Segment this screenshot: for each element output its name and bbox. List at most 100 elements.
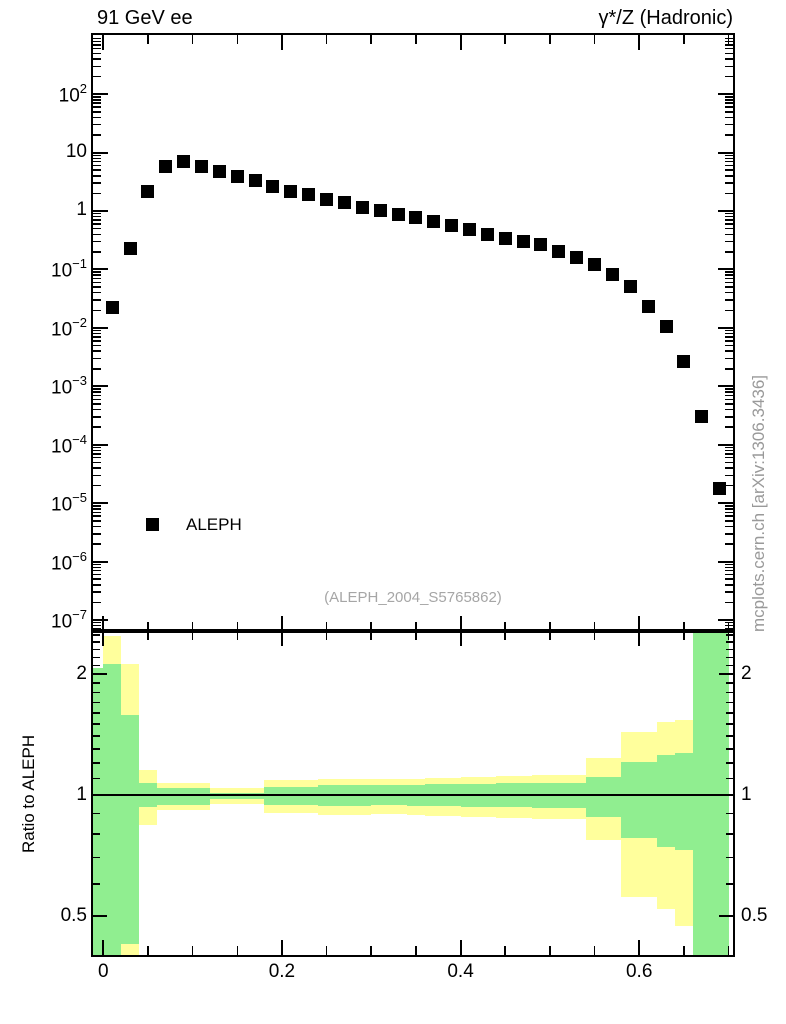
- data-point-marker: [177, 155, 191, 169]
- y-tick: [725, 227, 733, 230]
- y-tick: [725, 449, 733, 452]
- data-point-marker: [320, 192, 334, 206]
- y-tick: [725, 37, 733, 40]
- data-point-marker: [230, 170, 244, 183]
- y-tick: [725, 164, 733, 167]
- y-tick: [725, 416, 733, 418]
- y-tick: [725, 563, 733, 566]
- y-tick: [725, 96, 733, 98]
- y-tick: [93, 856, 100, 859]
- y-tick: [93, 116, 101, 119]
- data-point-marker: [284, 184, 298, 198]
- y-tick: [93, 398, 101, 401]
- y-tick: [93, 309, 101, 312]
- band-green-segment: [246, 793, 265, 800]
- ratio-y-axis-title: Ratio to ALEPH: [19, 734, 38, 853]
- y-tick: [93, 619, 108, 622]
- x-tick: [280, 631, 283, 646]
- y-tick: [93, 915, 107, 918]
- data-point-marker: [427, 215, 441, 229]
- data-point-marker: [123, 241, 137, 255]
- y-tick: [93, 394, 101, 397]
- x-tick: [102, 616, 105, 631]
- y-tick: [93, 344, 101, 347]
- x-tick: [147, 622, 149, 631]
- analysis-watermark: (ALEPH_2004_S5765862): [324, 589, 502, 606]
- y-tick: [93, 227, 101, 230]
- ratio-axis-label-right: 0.5: [741, 905, 768, 927]
- band-green-segment: [639, 762, 658, 838]
- y-tick: [725, 474, 733, 477]
- y-tick: [725, 219, 733, 221]
- band-green-segment: [692, 631, 729, 955]
- y-tick: [93, 329, 101, 332]
- y-tick: [93, 212, 101, 215]
- y-tick: [726, 664, 733, 667]
- data-point-marker: [462, 222, 476, 236]
- y-tick: [725, 116, 733, 119]
- y-tick: [93, 357, 101, 360]
- y-tick: [93, 233, 101, 236]
- y-tick: [93, 134, 101, 136]
- y-axis-label: 102: [58, 81, 87, 107]
- y-tick: [725, 40, 733, 43]
- data-point-marker: [212, 165, 226, 179]
- x-tick: [683, 35, 685, 44]
- x-tick: [727, 946, 730, 955]
- y-tick: [93, 403, 101, 405]
- y-tick: [726, 812, 733, 815]
- y-tick: [725, 271, 733, 273]
- y-tick: [725, 223, 733, 225]
- y-tick: [93, 584, 101, 586]
- y-tick: [93, 723, 100, 725]
- y-tick: [93, 326, 108, 329]
- y-tick: [93, 271, 101, 273]
- y-axis-label: 10−6: [51, 548, 87, 574]
- y-tick: [93, 251, 101, 253]
- y-tick: [93, 578, 101, 580]
- data-point-marker: [552, 244, 566, 258]
- x-tick: [325, 35, 328, 44]
- y-tick: [725, 533, 733, 535]
- y-tick: [93, 621, 101, 624]
- y-tick: [93, 274, 101, 276]
- y-tick: [93, 175, 101, 177]
- x-tick: [236, 35, 238, 44]
- y-tick: [93, 182, 101, 184]
- legend-marker-square: [146, 518, 159, 531]
- y-tick: [718, 210, 733, 213]
- y-tick: [718, 443, 733, 446]
- y-tick: [725, 453, 733, 455]
- y-tick: [93, 573, 101, 576]
- ratio-axis-label-left: 1: [76, 784, 87, 805]
- y-tick: [93, 99, 101, 101]
- y-axis-label: 10−3: [51, 373, 87, 399]
- ratio-axis-label-left: 0.5: [60, 905, 87, 927]
- y-tick: [93, 408, 101, 411]
- y-tick: [93, 682, 100, 684]
- x-tick: [280, 940, 283, 955]
- y-tick: [725, 277, 733, 280]
- x-tick: [638, 940, 641, 955]
- ratio-axis-label-left: 2: [76, 662, 87, 684]
- band-green-segment: [121, 715, 139, 945]
- y-tick: [725, 291, 733, 294]
- band-green-segment: [228, 793, 247, 800]
- x-tick: [593, 631, 596, 640]
- y-tick: [725, 160, 733, 163]
- y-tick: [725, 484, 733, 487]
- y-tick: [726, 735, 733, 737]
- x-axis-label: 0: [97, 961, 109, 982]
- y-tick: [725, 357, 733, 360]
- x-tick: [147, 946, 149, 955]
- x-tick: [415, 35, 417, 44]
- y-tick: [725, 332, 733, 335]
- y-tick: [93, 484, 101, 487]
- ratio-axis-label-right: 2: [741, 662, 752, 684]
- y-tick: [725, 456, 733, 459]
- y-axis-label: 10−5: [51, 490, 87, 516]
- y-tick: [725, 573, 733, 576]
- y-tick: [93, 240, 101, 243]
- y-tick: [725, 388, 733, 390]
- x-tick: [102, 35, 105, 50]
